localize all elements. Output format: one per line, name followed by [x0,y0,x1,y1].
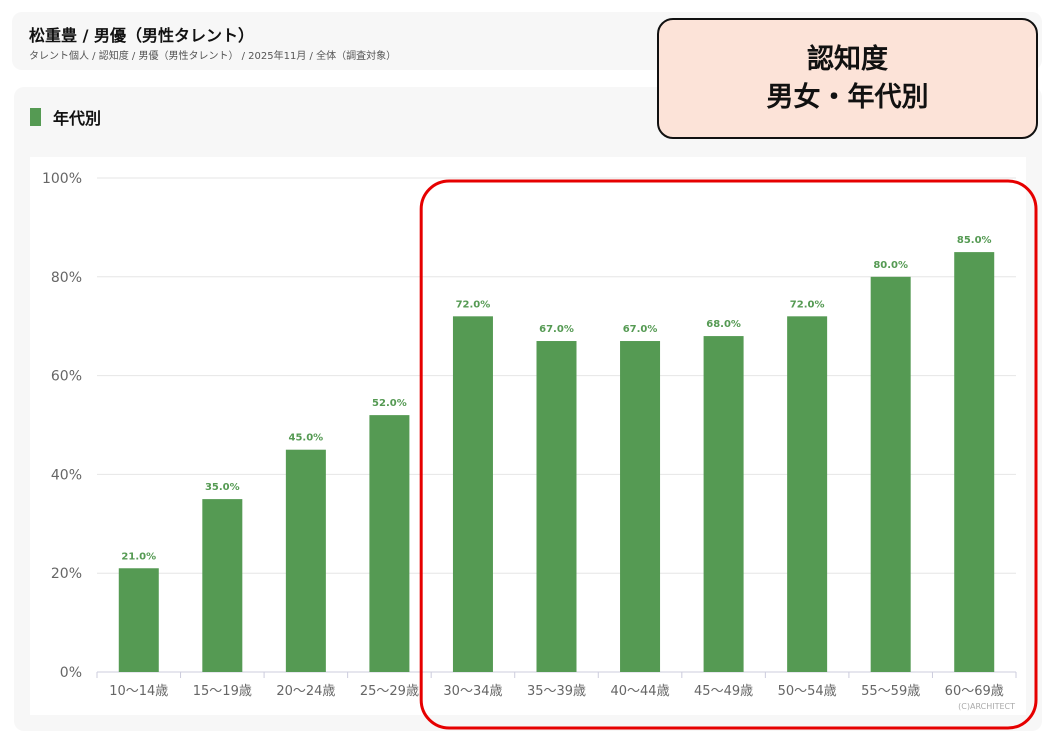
bar [870,276,911,672]
y-tick-label: 0% [60,665,82,681]
x-tick-label: 60〜69歳 [945,684,1004,699]
data-label: 80.0% [873,260,908,271]
bar [703,336,744,672]
section-title: 年代別 [53,109,102,128]
y-tick-label: 100% [42,171,82,187]
chart-card: 年代別 [14,87,1042,731]
data-label: 21.0% [121,551,156,562]
page-title: 松重豊 / 男優（男性タレント） [29,26,254,45]
section-heading: 年代別 [30,105,101,129]
bar [536,341,577,672]
data-label: 85.0% [957,235,992,246]
data-label: 45.0% [289,433,324,444]
x-tick-label: 55〜59歳 [861,684,920,699]
section-marker [30,108,41,126]
x-tick-label: 15〜19歳 [193,684,252,699]
bar [787,316,828,672]
data-label: 72.0% [790,299,825,310]
bar [620,341,661,672]
y-tick-label: 40% [51,467,82,483]
bar [202,499,243,672]
y-tick-label: 60% [51,369,82,385]
bar [452,316,493,672]
data-label: 52.0% [372,398,407,409]
x-tick-label: 20〜24歳 [276,684,335,699]
plot-area [30,157,1026,715]
data-label: 67.0% [539,324,574,335]
bar [118,568,159,672]
callout-box: 認知度 男女・年代別 [657,18,1038,139]
x-tick-label: 40〜44歳 [610,684,669,699]
data-label: 67.0% [623,324,658,335]
y-tick-label: 80% [51,270,82,286]
bar [954,252,995,672]
data-label: 72.0% [456,299,491,310]
x-tick-label: 35〜39歳 [527,684,586,699]
callout-line2: 男女・年代別 [766,81,929,113]
y-tick-label: 20% [51,566,82,582]
highlight-box [419,179,1038,730]
callout-line1: 認知度 [807,43,888,75]
data-label: 35.0% [205,482,240,493]
x-tick-label: 45〜49歳 [694,684,753,699]
data-label: 68.0% [706,319,741,330]
bar [369,415,410,672]
bar [285,449,326,672]
breadcrumb: タレント個人 / 認知度 / 男優（男性タレント） / 2025年11月 / 全… [29,51,397,62]
x-tick-label: 30〜34歳 [443,684,502,699]
x-tick-label: 10〜14歳 [109,684,168,699]
x-tick-label: 25〜29歳 [360,684,419,699]
x-tick-label: 50〜54歳 [778,684,837,699]
credit: (C)ARCHITECT [958,702,1015,711]
